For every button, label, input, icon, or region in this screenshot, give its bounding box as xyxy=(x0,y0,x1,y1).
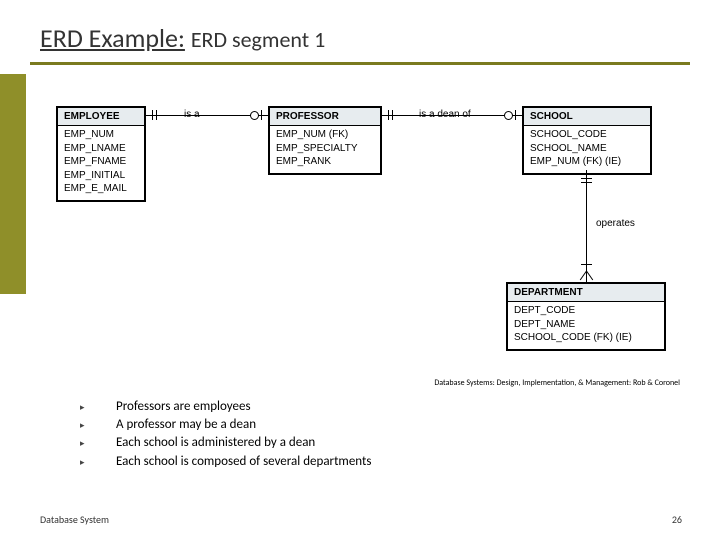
entity-professor-attrs: EMP_NUM (FK) EMP_SPECIALTY EMP_RANK xyxy=(270,126,380,173)
card-tick xyxy=(388,110,389,120)
attr: EMP_NUM (FK) xyxy=(276,128,374,142)
slide-title-area: ERD Example: ERD segment 1 xyxy=(0,0,720,60)
bullet-list: Professors are employees A professor may… xyxy=(80,398,371,471)
attr: SCHOOL_NAME xyxy=(530,142,644,156)
list-item: A professor may be a dean xyxy=(80,416,371,434)
citation-text: Database Systems: Design, Implementation… xyxy=(434,378,680,388)
card-tick xyxy=(156,110,157,120)
attr: SCHOOL_CODE (FK) (IE) xyxy=(514,331,658,345)
title-main: ERD Example: xyxy=(40,22,185,54)
attr: EMP_LNAME xyxy=(64,142,138,156)
entity-school-attrs: SCHOOL_CODE SCHOOL_NAME EMP_NUM (FK) (IE… xyxy=(524,126,650,173)
entity-professor: PROFESSOR EMP_NUM (FK) EMP_SPECIALTY EMP… xyxy=(268,106,382,175)
entity-employee: EMPLOYEE EMP_NUM EMP_LNAME EMP_FNAME EMP… xyxy=(56,106,146,202)
entity-professor-name: PROFESSOR xyxy=(270,108,380,126)
entity-school: SCHOOL SCHOOL_CODE SCHOOL_NAME EMP_NUM (… xyxy=(522,106,652,175)
footer-left: Database System xyxy=(40,513,109,526)
entity-employee-name: EMPLOYEE xyxy=(58,108,144,126)
attr: EMP_RANK xyxy=(276,155,374,169)
list-item: Each school is administered by a dean xyxy=(80,434,371,452)
page-number: 26 xyxy=(672,513,682,526)
card-tick-h xyxy=(581,178,592,179)
card-tick-h xyxy=(581,264,592,265)
attr: DEPT_CODE xyxy=(514,304,658,318)
list-item: Professors are employees xyxy=(80,398,371,416)
crowfoot-icon xyxy=(579,271,593,281)
attr: EMP_NUM (FK) (IE) xyxy=(530,155,644,169)
rel-label-isdeanof: is a dean of xyxy=(419,109,471,120)
attr: EMP_FNAME xyxy=(64,155,138,169)
entity-school-name: SCHOOL xyxy=(524,108,650,126)
attr: EMP_SPECIALTY xyxy=(276,142,374,156)
card-tick xyxy=(392,110,393,120)
card-tick xyxy=(261,110,262,120)
card-tick-h xyxy=(581,182,592,183)
left-accent-bar xyxy=(0,74,26,294)
attr: EMP_INITIAL xyxy=(64,169,138,183)
attr: SCHOOL_CODE xyxy=(530,128,644,142)
entity-department: DEPARTMENT DEPT_CODE DEPT_NAME SCHOOL_CO… xyxy=(506,282,666,351)
card-tick xyxy=(152,110,153,120)
attr: EMP_NUM xyxy=(64,128,138,142)
card-tick xyxy=(515,110,516,120)
list-item: Each school is composed of several depar… xyxy=(80,453,371,471)
erd-diagram: EMPLOYEE EMP_NUM EMP_LNAME EMP_FNAME EMP… xyxy=(56,100,696,380)
slide-title: ERD Example: ERD segment 1 xyxy=(40,22,720,54)
rel-line-operates xyxy=(586,170,587,282)
rel-label-operates: operates xyxy=(596,218,635,229)
entity-department-attrs: DEPT_CODE DEPT_NAME SCHOOL_CODE (FK) (IE… xyxy=(508,302,664,349)
rel-label-isa: is a xyxy=(184,109,200,120)
card-circle xyxy=(504,111,513,120)
attr: DEPT_NAME xyxy=(514,318,658,332)
card-circle xyxy=(250,111,259,120)
attr: EMP_E_MAIL xyxy=(64,182,138,196)
entity-department-name: DEPARTMENT xyxy=(508,284,664,302)
title-underline xyxy=(30,62,690,65)
title-sub: ERD segment 1 xyxy=(191,26,325,53)
entity-employee-attrs: EMP_NUM EMP_LNAME EMP_FNAME EMP_INITIAL … xyxy=(58,126,144,200)
